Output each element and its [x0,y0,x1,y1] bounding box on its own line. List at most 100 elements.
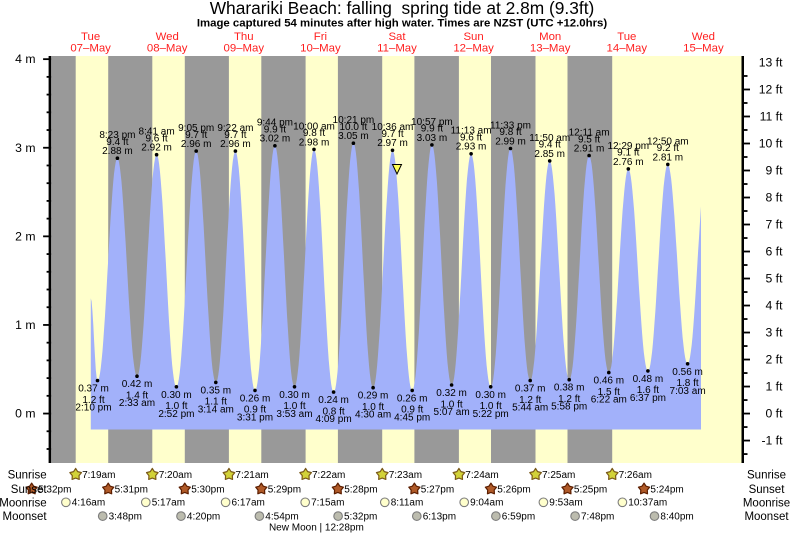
svg-text:3 m: 3 m [15,141,35,155]
svg-text:Tue: Tue [81,31,100,43]
svg-text:0.30 m: 0.30 m [161,390,192,401]
svg-text:2.76 m: 2.76 m [613,157,644,168]
svg-text:0.26 m: 0.26 m [397,393,428,404]
svg-text:4: 4 [766,299,773,313]
svg-text:0.29 m: 0.29 m [358,391,389,402]
svg-text:5:32pm: 5:32pm [344,512,377,523]
svg-text:14–May: 14–May [607,43,648,55]
svg-text:ft: ft [772,272,783,286]
svg-text:Moonset: Moonset [744,511,789,523]
svg-text:ft: ft [772,326,783,340]
svg-text:3.02 m: 3.02 m [260,134,291,145]
svg-text:9: 9 [766,164,773,178]
svg-text:ft: ft [772,55,783,69]
svg-text:8:41 am: 8:41 am [139,127,175,138]
svg-text:9.6 ft: 9.6 ft [460,133,482,144]
svg-text:9.1 ft: 9.1 ft [617,148,639,159]
svg-text:1.0 ft: 1.0 ft [362,402,384,413]
svg-text:5:44 am: 5:44 am [512,403,548,414]
svg-text:ft: ft [772,82,783,96]
svg-text:4:16am: 4:16am [72,498,105,509]
svg-text:2.98 m: 2.98 m [299,137,330,148]
svg-text:8:23 pm: 8:23 pm [99,130,135,141]
svg-text:2: 2 [766,353,773,367]
svg-text:9.9 ft: 9.9 ft [264,125,286,136]
svg-text:7:20am: 7:20am [159,470,192,481]
svg-text:0.42 m: 0.42 m [122,379,153,390]
svg-text:09–May: 09–May [224,43,265,55]
svg-text:0.26 m: 0.26 m [240,393,271,404]
svg-text:ft: ft [772,191,783,205]
svg-text:1.4 ft: 1.4 ft [126,391,148,402]
svg-text:12–May: 12–May [453,43,494,55]
svg-text:10:37am: 10:37am [628,498,667,509]
svg-text:0.37 m: 0.37 m [78,384,109,395]
svg-text:0: 0 [766,407,773,421]
svg-text:5:24pm: 5:24pm [650,484,683,495]
svg-text:9:04am: 9:04am [470,498,503,509]
svg-text:4:45 pm: 4:45 pm [394,412,430,423]
svg-text:4:54pm: 4:54pm [265,512,298,523]
svg-text:Thu: Thu [234,31,254,43]
svg-text:1 m: 1 m [15,318,35,332]
svg-text:9:05 pm: 9:05 pm [178,123,214,134]
svg-text:1: 1 [766,380,773,394]
svg-text:2 m: 2 m [15,229,35,243]
svg-text:-1: -1 [761,434,772,448]
svg-text:9.7 ft: 9.7 ft [185,130,207,141]
svg-text:5:29pm: 5:29pm [268,484,301,495]
svg-text:15–May: 15–May [683,43,724,55]
svg-text:ft: ft [772,434,783,448]
svg-text:5:17am: 5:17am [152,498,185,509]
svg-text:2.96 m: 2.96 m [220,139,251,150]
svg-text:0 m: 0 m [15,407,35,421]
svg-text:7:19am: 7:19am [82,470,115,481]
svg-text:3:14 am: 3:14 am [198,404,234,415]
svg-text:1.6 ft: 1.6 ft [637,385,659,396]
svg-text:9:44 pm: 9:44 pm [257,118,293,129]
svg-text:Wed: Wed [692,31,715,43]
svg-text:3.05 m: 3.05 m [338,131,369,142]
svg-text:Fri: Fri [314,31,327,43]
svg-text:11:50 am: 11:50 am [529,133,570,144]
svg-text:Sunset: Sunset [749,484,786,496]
svg-text:3: 3 [766,326,773,340]
svg-text:9.5 ft: 9.5 ft [578,134,600,145]
svg-text:7:15am: 7:15am [311,498,344,509]
svg-text:Wharariki Beach: falling spri: Wharariki Beach: falling spring tide at … [210,0,595,18]
svg-text:0.8 ft: 0.8 ft [322,406,344,417]
svg-text:2:10 pm: 2:10 pm [75,403,111,414]
svg-text:0.30 m: 0.30 m [475,390,506,401]
svg-text:Sat: Sat [388,31,406,43]
svg-text:4 m: 4 m [15,52,35,66]
svg-text:ft: ft [772,245,783,259]
svg-text:3:53 am: 3:53 am [276,409,312,420]
svg-text:7:03 am: 7:03 am [670,386,706,397]
svg-text:Tue: Tue [617,31,636,43]
svg-text:9.8 ft: 9.8 ft [499,127,521,138]
svg-text:0.30 m: 0.30 m [279,390,310,401]
svg-text:2:52 pm: 2:52 pm [158,409,194,420]
svg-text:Image captured 54 minutes afte: Image captured 54 minutes after high wat… [197,18,608,30]
svg-text:11–May: 11–May [377,43,417,55]
svg-text:5:27pm: 5:27pm [421,484,454,495]
svg-text:5:22 pm: 5:22 pm [473,409,509,420]
svg-text:2:33 am: 2:33 am [119,398,155,409]
svg-text:5:26pm: 5:26pm [497,484,530,495]
svg-text:Sun: Sun [463,31,483,43]
svg-text:Moonrise: Moonrise [743,497,790,509]
svg-text:0.32 m: 0.32 m [436,388,467,399]
svg-text:9:22 am: 9:22 am [217,123,253,134]
svg-text:9.8 ft: 9.8 ft [303,128,325,139]
svg-text:12:11 am: 12:11 am [569,128,610,139]
svg-text:08–May: 08–May [147,43,188,55]
svg-text:2.96 m: 2.96 m [181,139,212,150]
svg-text:7:24am: 7:24am [465,470,498,481]
svg-text:8:11am: 8:11am [391,498,424,509]
svg-text:5:07 am: 5:07 am [434,407,470,418]
svg-text:1.1 ft: 1.1 ft [205,397,227,408]
svg-text:10:00 am: 10:00 am [293,121,335,132]
svg-text:7:25am: 7:25am [542,470,575,481]
svg-text:0.37 m: 0.37 m [515,384,546,395]
svg-text:9:53am: 9:53am [549,498,582,509]
